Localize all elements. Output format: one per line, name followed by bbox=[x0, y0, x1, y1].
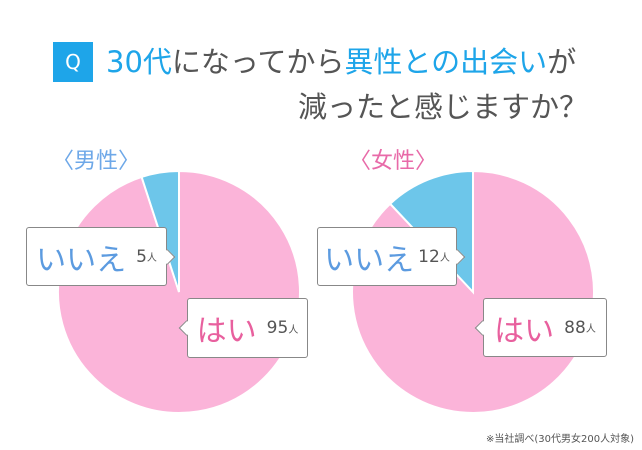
answer-label: はい bbox=[494, 313, 555, 349]
answer-unit: 人 bbox=[439, 253, 450, 264]
answer-label: いいえ bbox=[36, 242, 127, 278]
title-part: 異性との出会い bbox=[344, 45, 548, 79]
answer-label: いいえ bbox=[324, 242, 415, 278]
female-yes-callout: はい 88 人 bbox=[483, 298, 607, 357]
answer-unit: 人 bbox=[288, 324, 299, 336]
female-pie-chart bbox=[351, 169, 595, 414]
male-pie-chart bbox=[57, 169, 301, 414]
answer-unit: 人 bbox=[146, 253, 157, 264]
question-badge: Q bbox=[53, 42, 93, 82]
answer-count: 88 bbox=[564, 317, 586, 338]
male-group-label: 〈男性〉 bbox=[52, 149, 141, 174]
title-part: 30代 bbox=[106, 45, 172, 79]
male-yes-callout: はい 95 人 bbox=[187, 298, 308, 358]
footnote: ※当社調べ(30代男女200人対象) bbox=[486, 434, 634, 445]
question-title-line2: 減ったと感じますか？ bbox=[297, 90, 588, 124]
answer-label: はい bbox=[196, 314, 257, 349]
female-no-callout: いいえ 12 人 bbox=[317, 227, 457, 286]
answer-unit: 人 bbox=[585, 324, 596, 335]
question-title-line1: 30代になってから異性との出会いが bbox=[106, 39, 576, 81]
title-part: が bbox=[547, 45, 577, 79]
title-part: になってから bbox=[171, 45, 345, 79]
female-group-label: 〈女性〉 bbox=[349, 149, 438, 174]
answer-count: 5 bbox=[136, 246, 147, 267]
answer-count: 12 bbox=[418, 246, 440, 267]
answer-count: 95 bbox=[266, 318, 289, 338]
